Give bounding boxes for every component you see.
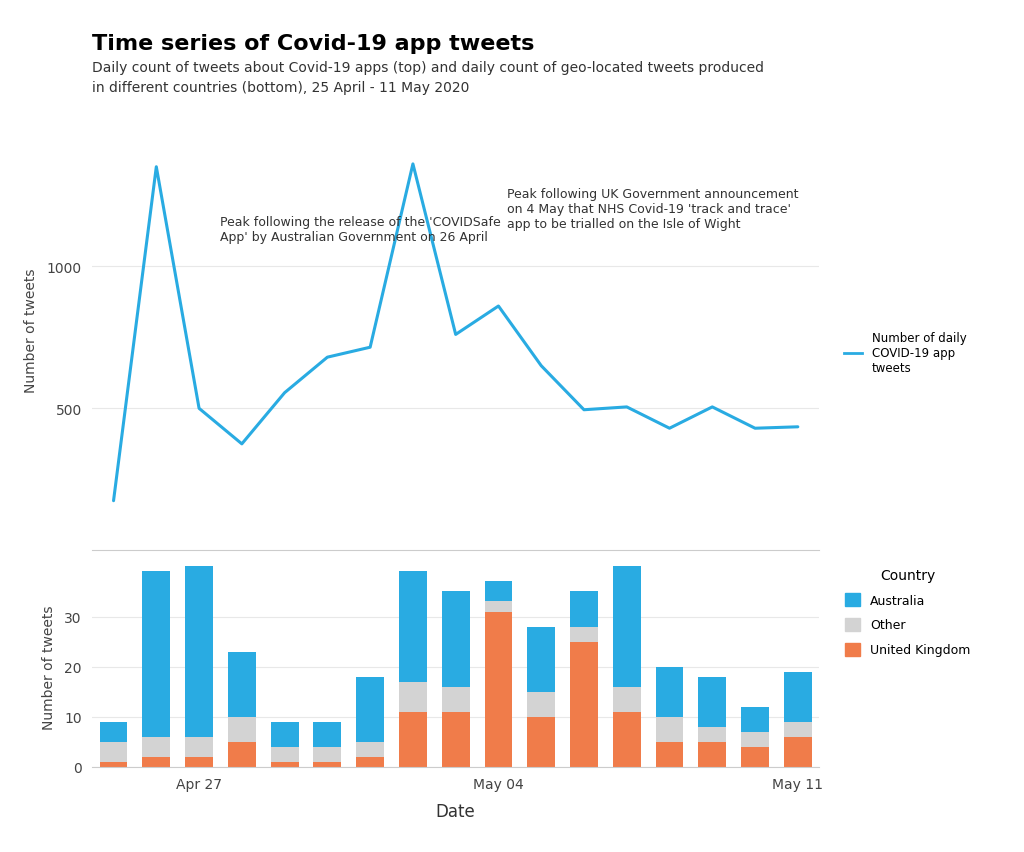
Bar	[270, 722, 299, 747]
Bar	[270, 747, 299, 762]
Bar	[698, 742, 726, 767]
Bar	[570, 627, 598, 642]
Bar	[527, 627, 555, 692]
Bar	[313, 722, 341, 747]
Bar	[612, 527, 641, 687]
Bar	[228, 717, 256, 742]
Bar	[399, 572, 427, 682]
Bar	[698, 676, 726, 727]
Bar	[399, 711, 427, 767]
Bar	[185, 737, 213, 757]
Bar	[484, 602, 512, 612]
Y-axis label: Number of tweets: Number of tweets	[25, 268, 38, 393]
Legend: Australia, Other, United Kingdom: Australia, Other, United Kingdom	[840, 563, 976, 661]
X-axis label: Date: Date	[436, 803, 475, 820]
Bar	[356, 676, 384, 742]
Bar	[612, 711, 641, 767]
Bar	[655, 742, 683, 767]
Bar	[484, 612, 512, 767]
Bar	[698, 727, 726, 742]
Bar	[228, 742, 256, 767]
Text: Peak following the release of the 'COVIDSafe
App' by Australian Government on 26: Peak following the release of the 'COVID…	[220, 216, 501, 244]
Bar	[99, 722, 127, 742]
Text: Peak following UK Government announcement
on 4 May that NHS Covid-19 'track and : Peak following UK Government announcemen…	[507, 187, 799, 230]
Bar	[741, 707, 769, 732]
Bar	[784, 722, 812, 737]
Bar	[484, 582, 512, 602]
Bar	[570, 592, 598, 627]
Bar	[270, 762, 299, 767]
Bar	[441, 711, 470, 767]
Bar	[142, 737, 170, 757]
Bar	[741, 747, 769, 767]
Bar	[313, 762, 341, 767]
Bar	[655, 667, 683, 717]
Bar	[741, 732, 769, 747]
Bar	[142, 757, 170, 767]
Bar	[313, 747, 341, 762]
Bar	[612, 687, 641, 711]
Bar	[441, 592, 470, 687]
Text: Daily count of tweets about Covid-19 apps (top) and daily count of geo-located t: Daily count of tweets about Covid-19 app…	[92, 61, 764, 95]
Y-axis label: Number of tweets: Number of tweets	[42, 605, 55, 729]
Bar	[399, 682, 427, 711]
Bar	[441, 687, 470, 711]
Bar	[99, 762, 127, 767]
Bar	[527, 692, 555, 717]
Bar	[185, 757, 213, 767]
Bar	[99, 742, 127, 762]
Bar	[655, 717, 683, 742]
Bar	[527, 717, 555, 767]
Text: Time series of Covid-19 app tweets: Time series of Covid-19 app tweets	[92, 34, 535, 54]
Bar	[784, 671, 812, 722]
Legend: Number of daily
COVID-19 app
tweets: Number of daily COVID-19 app tweets	[840, 326, 971, 379]
Bar	[356, 757, 384, 767]
Bar	[784, 737, 812, 767]
Bar	[228, 652, 256, 717]
Bar	[142, 572, 170, 737]
Bar	[185, 557, 213, 737]
Bar	[356, 742, 384, 757]
Bar	[570, 642, 598, 767]
